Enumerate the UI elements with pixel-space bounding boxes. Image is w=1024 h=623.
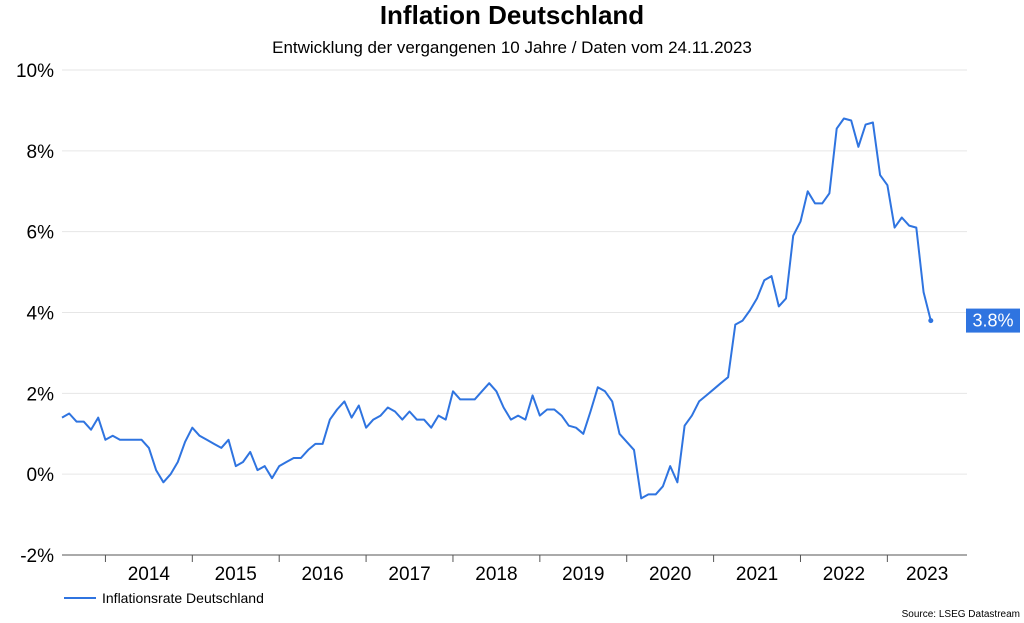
- x-tick-label: 2014: [128, 564, 171, 585]
- x-tick-label: 2023: [906, 564, 948, 585]
- chart-title: Inflation Deutschland: [380, 0, 644, 30]
- last-value-marker: 3.8%: [928, 308, 1020, 333]
- source-note: Source: LSEG Datastream: [902, 609, 1020, 620]
- gridlines: [62, 69, 967, 475]
- x-tick-label: 2016: [301, 564, 343, 585]
- x-tick-label: 2017: [388, 564, 430, 585]
- x-tick-label: 2022: [823, 564, 865, 585]
- x-tick-label: 2021: [736, 564, 778, 585]
- last-value-label: 3.8%: [972, 311, 1013, 331]
- x-tick-label: 2020: [649, 564, 691, 585]
- y-tick-label: 6%: [27, 223, 55, 244]
- x-tick-label: 2018: [475, 564, 517, 585]
- last-value-label-background: [966, 308, 1020, 333]
- y-tick-label: 2%: [27, 384, 55, 405]
- y-tick-label: -2%: [20, 546, 54, 567]
- y-tick-label: 10%: [16, 61, 54, 82]
- legend-label: Inflationsrate Deutschland: [102, 590, 264, 606]
- y-tick-label: 0%: [27, 465, 55, 486]
- y-axis-tick-labels: -2% 0% 2% 4% 6% 8% 10%: [16, 61, 54, 567]
- x-tick-label: 2015: [215, 564, 257, 585]
- legend: Inflationsrate Deutschland: [64, 590, 264, 606]
- y-tick-label: 4%: [27, 304, 55, 325]
- y-tick-label: 8%: [27, 142, 55, 163]
- series-lines: [61, 117, 932, 500]
- series-line: [61, 117, 932, 500]
- last-value-dot: [928, 318, 934, 324]
- x-tick-label: 2019: [562, 564, 604, 585]
- x-axis: 2014 2015 2016 2017 2018 2019 2020 2021 2022 2023: [62, 554, 967, 585]
- chart-subtitle: Entwicklung der vergangenen 10 Jahre / D…: [272, 38, 752, 57]
